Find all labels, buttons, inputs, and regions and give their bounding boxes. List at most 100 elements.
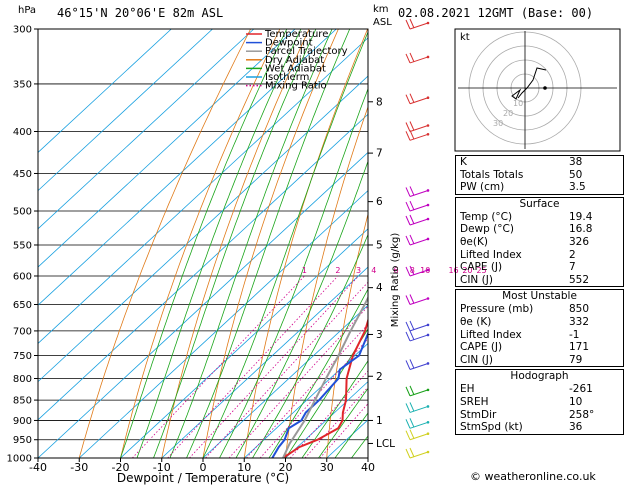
mixing-ratio-line <box>189 275 359 458</box>
surface-value: 7 <box>569 261 576 274</box>
pressure-tick-label: 850 <box>13 396 32 407</box>
surface-value: 19.4 <box>569 210 593 223</box>
hodograph-value: 36 <box>569 421 583 434</box>
isotherm <box>38 37 368 344</box>
hodograph-label: StmSpd (kt) <box>460 421 523 434</box>
index-label: K <box>460 156 467 168</box>
wet-adiabat <box>186 29 351 458</box>
mixing-ratio-line <box>205 281 368 458</box>
most-unstable-box: Most Unstable Pressure (mb) 850 θe (K) 332 L… <box>455 289 624 368</box>
pressure-tick-label: 500 <box>13 207 32 218</box>
wind-barb <box>405 121 430 132</box>
mixing-ratio-line <box>289 370 368 458</box>
index-row: Totals Totals 50 <box>456 169 623 182</box>
temperature-tick-label: -20 <box>112 461 130 474</box>
hodograph-row: SREH 10 <box>456 396 623 409</box>
wind-barb <box>405 359 430 370</box>
most-unstable-label: CAPE (J) <box>460 341 503 354</box>
temperature-tick-label: 10 <box>237 461 251 474</box>
isotherm <box>161 266 368 458</box>
pressure-tick-label: 650 <box>13 300 32 311</box>
wind-barb <box>405 130 430 141</box>
wind-barb <box>405 186 430 197</box>
surface-label: Lifted Index <box>460 248 522 261</box>
hodograph-label: StmDir <box>460 408 497 421</box>
altitude-tick-label: 8 <box>376 96 383 108</box>
legend-entry: Parcel Trajectory <box>265 46 348 57</box>
pressure-tick-label: 1000 <box>7 454 32 465</box>
legend-entry: Dewpoint <box>265 38 313 49</box>
surface-value: 552 <box>569 273 590 286</box>
hodograph-row: EH -261 <box>456 383 623 396</box>
surface-row: Dewp (°C) 16.8 <box>456 223 623 236</box>
index-row: K 38 <box>456 156 623 169</box>
temperature-tick-label: 40 <box>361 461 375 474</box>
pressure-tick-label: 750 <box>13 351 32 362</box>
wind-barb <box>405 402 430 413</box>
dry-adiabat <box>243 29 368 458</box>
mixing-ratio-label: 25 <box>476 266 486 275</box>
altitude-tick-label: LCL <box>376 438 395 450</box>
wind-barb <box>405 320 430 332</box>
series-dewpoint <box>271 303 368 458</box>
hodograph-ring-label: 30 <box>493 119 503 128</box>
x-axis-title: Dewpoint / Temperature (°C) <box>117 471 289 485</box>
hodograph-label: SREH <box>460 395 489 408</box>
most-unstable-value: 850 <box>569 303 590 316</box>
storm-motion-marker <box>511 88 522 100</box>
hpa-label: hPa <box>18 5 36 16</box>
dry-adiabat <box>202 29 339 458</box>
most-unstable-label: Lifted Index <box>460 328 522 341</box>
wet-adiabat <box>235 160 368 458</box>
wind-barb <box>405 294 430 305</box>
surface-row: CIN (J) 552 <box>456 274 623 287</box>
most-unstable-row: Lifted Index -1 <box>456 329 623 342</box>
temperature-tick-label: -10 <box>153 461 171 474</box>
wind-barb <box>405 200 430 212</box>
wet-adiabat <box>334 412 368 458</box>
hodograph-table-box: Hodograph EH -261 SREH 10 StmDir 258° StmSpd (… <box>455 369 624 435</box>
wet-adiabat <box>120 29 288 458</box>
hodograph-value: 258° <box>569 408 595 421</box>
surface-row: θe(K) 326 <box>456 236 623 249</box>
index-row: PW (cm) 3.5 <box>456 181 623 194</box>
mixing-ratio-line <box>132 275 305 458</box>
hodograph-ring-label: 10 <box>513 99 523 108</box>
temperature-tick-label: 20 <box>279 461 293 474</box>
pressure-tick-label: 550 <box>13 240 32 251</box>
isotherm <box>78 190 368 458</box>
index-value: 3.5 <box>569 181 586 194</box>
hodograph-table-title: Hodograph <box>510 370 569 383</box>
series-temperature <box>282 317 368 458</box>
hodograph-trace <box>517 67 547 99</box>
pressure-tick-label: 600 <box>13 271 32 282</box>
surface-row: Lifted Index 2 <box>456 249 623 262</box>
surface-value: 16.8 <box>569 223 593 236</box>
isotherm <box>38 29 337 306</box>
dry-adiabat <box>161 29 310 458</box>
wet-adiabat <box>219 87 368 458</box>
mixing-ratio-label: 2 <box>335 266 340 275</box>
surface-title: Surface <box>519 197 560 210</box>
wet-adiabat <box>285 328 368 458</box>
temperature-tick-label: 0 <box>200 461 207 474</box>
index-label: Totals Totals <box>460 168 524 181</box>
wind-barb <box>405 265 430 277</box>
most-unstable-value: 171 <box>569 341 590 354</box>
wind-barb <box>405 429 430 441</box>
hodograph-label: EH <box>460 383 475 396</box>
sounding-lines <box>271 295 368 458</box>
mixing-ratio-line <box>304 386 368 458</box>
wind-barb <box>405 234 430 246</box>
surface-box: Surface Temp (°C) 19.4 Dewp (°C) 16.8 θe(K) 3… <box>455 196 624 288</box>
wind-barb <box>405 93 430 105</box>
mixing-ratio-label: 20 <box>462 266 472 275</box>
surface-label: CIN (J) <box>460 273 493 286</box>
mixing-ratio-line <box>228 305 368 458</box>
wind-barb <box>405 214 430 226</box>
wind-barb <box>405 447 430 459</box>
pressure-tick-label: 700 <box>13 326 32 337</box>
legend-entry: Wet Adiabat <box>265 63 326 74</box>
